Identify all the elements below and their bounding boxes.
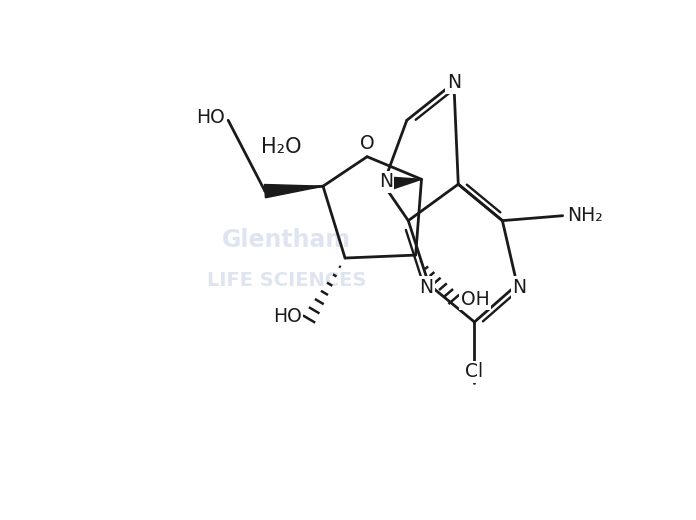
Text: N: N: [379, 172, 393, 191]
Text: N: N: [512, 278, 527, 296]
Text: Glentham: Glentham: [222, 228, 351, 252]
Polygon shape: [382, 177, 422, 192]
Text: H₂O: H₂O: [261, 137, 302, 158]
Text: LIFE SCIENCES: LIFE SCIENCES: [207, 271, 366, 290]
Text: OH: OH: [461, 290, 490, 309]
Text: NH₂: NH₂: [567, 206, 603, 225]
Text: N: N: [447, 73, 461, 93]
Text: HO: HO: [196, 108, 225, 127]
Text: O: O: [360, 134, 374, 153]
Text: HO: HO: [273, 307, 302, 326]
Text: Cl: Cl: [466, 362, 484, 381]
Polygon shape: [264, 185, 323, 198]
Text: N: N: [419, 278, 434, 296]
